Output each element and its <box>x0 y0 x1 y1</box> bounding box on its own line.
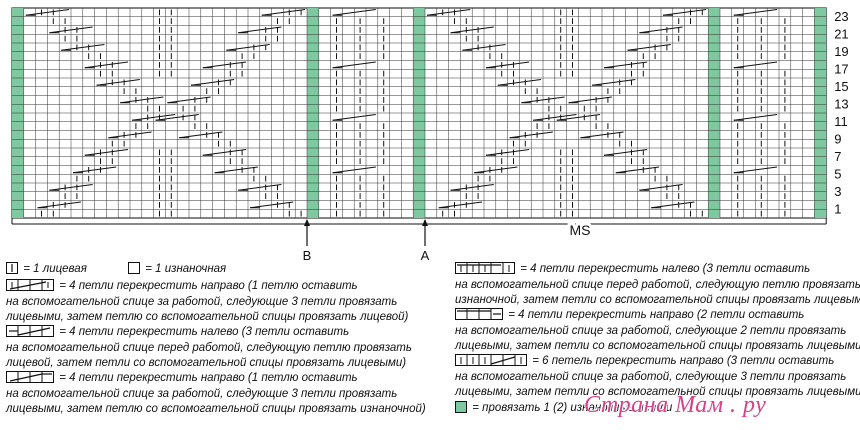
cable-left-3-purl-icon <box>455 262 515 274</box>
cable-stitch <box>627 44 671 51</box>
row-label: 5 <box>834 166 841 181</box>
cable-stitch <box>155 114 199 121</box>
legend-cable-6: = 6 петель перекрестить направо (3 петли… <box>455 354 834 370</box>
row-label: 15 <box>834 79 848 94</box>
cable-stitch <box>474 166 518 174</box>
row-label: 11 <box>834 114 848 129</box>
cable-stitch <box>733 114 778 121</box>
cable-stitch <box>179 131 223 139</box>
cable-stitch <box>37 201 81 209</box>
cable-stitch <box>533 114 577 121</box>
cable-stitch <box>332 166 376 174</box>
cable-right-1-3-icon <box>6 279 54 291</box>
legend-knit-text: = 1 лицевая <box>23 263 87 275</box>
cable-right-2-2-icon <box>455 308 503 320</box>
cable-stitch <box>120 96 164 104</box>
legend-cable-5: = 4 петли перекрестить направо (2 петли … <box>455 308 804 324</box>
row-label: 21 <box>834 26 848 41</box>
cable-stitch <box>733 9 778 16</box>
cable-stitch <box>450 184 494 191</box>
cable-stitch <box>733 61 778 69</box>
cable-stitch <box>332 61 376 69</box>
cable-left-3-1-icon <box>6 325 54 337</box>
cable-stitch <box>202 149 247 156</box>
cable-stitch <box>603 149 648 156</box>
row-label: 9 <box>834 131 841 146</box>
cable-stitch <box>509 131 553 139</box>
legend-cable-2: = 4 петли перекрестить налево (3 петли о… <box>6 325 349 341</box>
row-label: 13 <box>834 96 848 111</box>
cable-stitch <box>592 79 636 86</box>
cable-stitch <box>332 114 376 121</box>
row-label: 1 <box>834 201 841 216</box>
cable-stitch <box>261 9 306 16</box>
row-label: 19 <box>834 44 848 59</box>
knitting-chart: B A MS 23 21 19 17 15 13 11 9 7 5 3 1 <box>11 7 849 260</box>
marker-b-label: B <box>303 248 312 260</box>
green-purl-icon <box>455 401 467 413</box>
legend-cable-1: = 4 петли перекрестить направо (1 петлю … <box>6 279 358 295</box>
cable-stitch <box>733 166 778 174</box>
row-label: 3 <box>834 184 841 199</box>
cable-stitch <box>61 44 105 51</box>
cable-right-3-3-icon <box>455 354 527 366</box>
cable-stitch <box>332 9 376 16</box>
legend-cable-3: = 4 петли перекрестить направо (1 петлю … <box>6 371 358 387</box>
cable-stitch <box>651 201 695 209</box>
cable-stitch <box>131 114 176 121</box>
row-label: 23 <box>834 9 848 24</box>
row-label: 17 <box>834 61 848 76</box>
cable-stitch <box>25 9 70 16</box>
cable-right-purl-icon <box>6 371 54 383</box>
legend-knit: = 1 лицевая <box>6 262 87 278</box>
legend-cable-4: = 4 петли перекрестить налево (3 петли о… <box>455 262 810 278</box>
legend-purl: = 1 изнаночная <box>128 262 226 278</box>
cable-stitch <box>603 61 648 69</box>
cable-stitch <box>167 96 211 104</box>
marker-b-arrowhead <box>304 219 310 226</box>
cable-stitch <box>238 26 282 34</box>
legend-purl-text: = 1 изнаночная <box>145 263 227 275</box>
knit-symbol-icon <box>6 262 18 274</box>
cable-stitch <box>202 61 247 69</box>
row-label: 7 <box>834 149 841 164</box>
ms-label: MS <box>570 222 591 238</box>
cable-stitch <box>580 131 624 139</box>
cable-stitch <box>521 96 565 104</box>
cable-stitch <box>108 131 152 139</box>
cable-stitch <box>438 201 483 209</box>
cable-stitch <box>72 166 117 174</box>
cable-stitch <box>190 79 235 86</box>
cable-stitch <box>639 184 683 191</box>
cable-stitch <box>639 26 683 34</box>
cable-stitch <box>556 114 601 121</box>
watermark: Страна Мам . ру <box>584 392 767 418</box>
cable-stitch <box>96 79 140 86</box>
cable-stitch <box>226 44 270 51</box>
cable-stitch <box>214 166 258 174</box>
marker-a-arrowhead <box>422 219 428 226</box>
cable-stitch <box>238 184 282 191</box>
cable-stitch <box>450 26 494 34</box>
cable-stitch <box>49 184 93 191</box>
cable-stitch <box>462 44 506 51</box>
marker-a-label: A <box>421 248 430 260</box>
legend-green: = провязать 1 (2) изнаночные петли <box>455 401 672 417</box>
cable-stitch <box>568 96 612 104</box>
cable-stitch <box>615 166 660 174</box>
cable-stitch <box>84 149 129 156</box>
cable-stitch <box>485 61 530 69</box>
purl-symbol-icon <box>128 262 140 274</box>
cable-stitch <box>662 9 707 16</box>
cable-stitch <box>497 79 542 86</box>
cable-stitch <box>249 201 294 209</box>
cable-stitch <box>426 9 471 16</box>
cable-stitch <box>84 61 129 69</box>
cable-stitch <box>485 149 530 156</box>
cable-stitch <box>49 26 93 34</box>
